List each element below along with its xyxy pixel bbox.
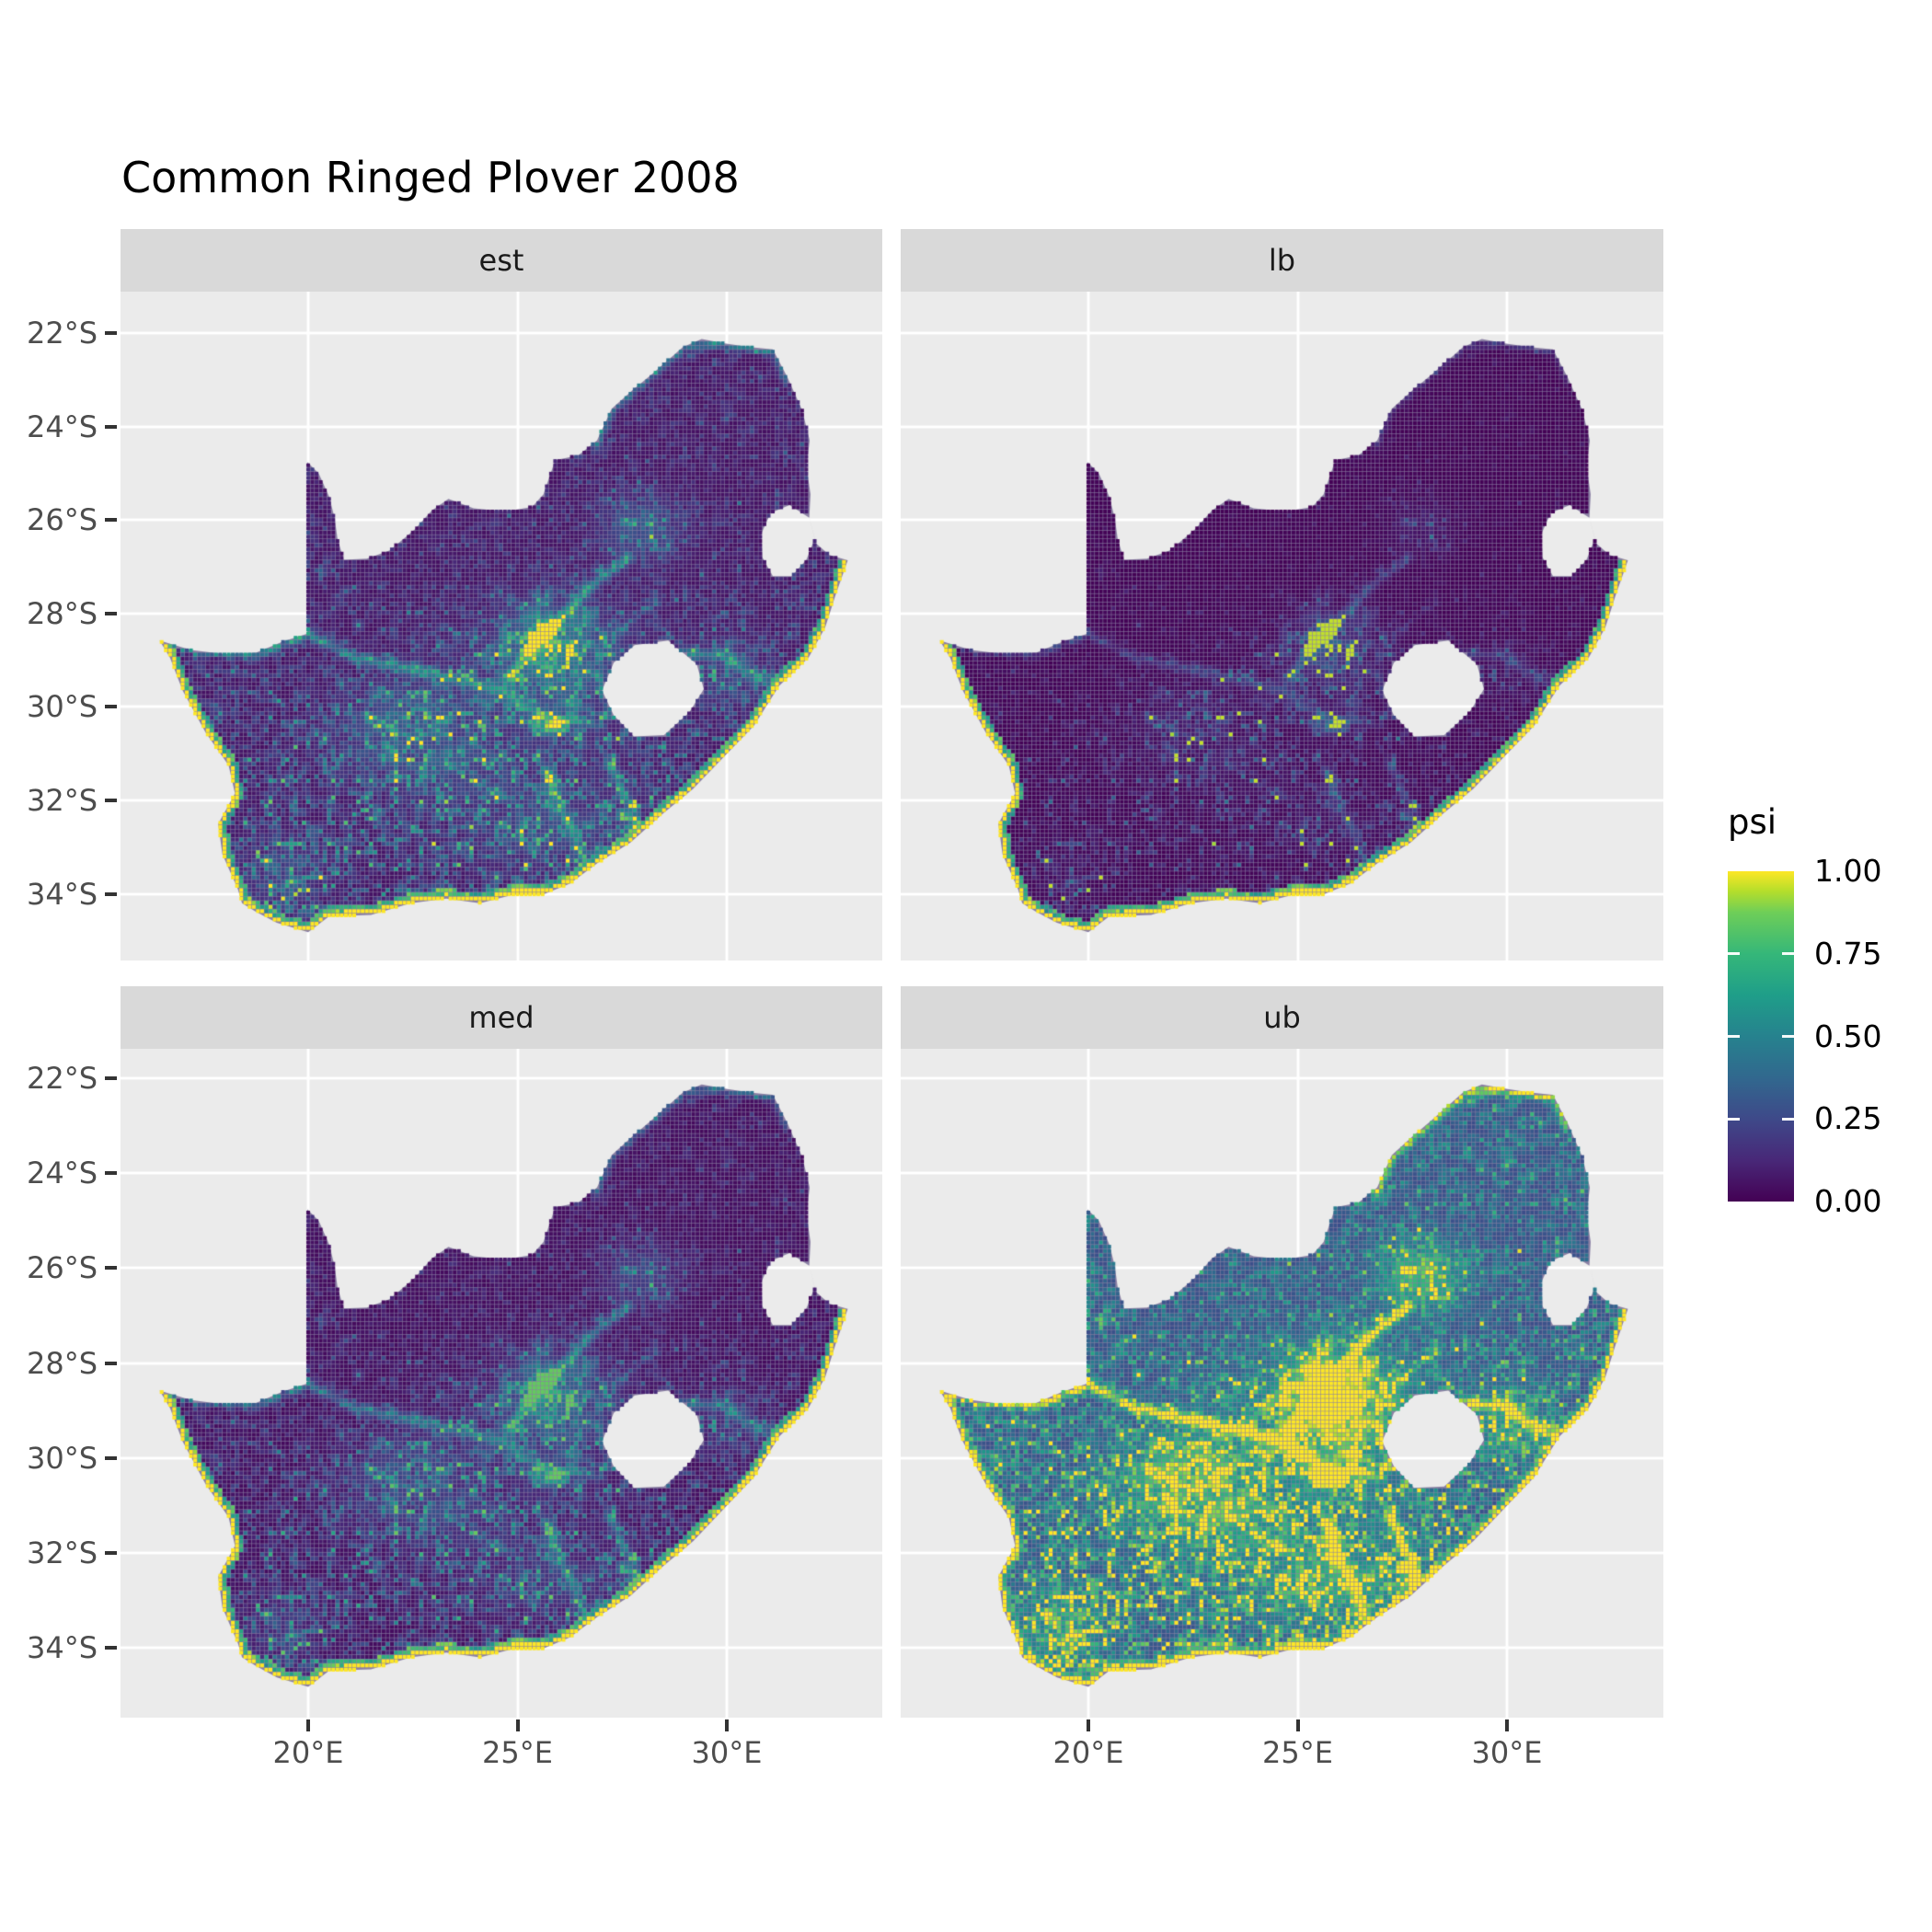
y-tick-mark (105, 705, 117, 709)
x-tick-label: 20°E (272, 1735, 344, 1770)
facet-strip-label-lb: lb (1268, 243, 1296, 278)
y-tick-label: 22°S (26, 316, 98, 351)
legend-tick-mark (1728, 1035, 1740, 1038)
facet-strip-label-est: est (478, 243, 524, 278)
legend-tick-mark (1728, 1117, 1740, 1121)
y-tick-label: 30°S (26, 689, 98, 725)
x-tick-label: 25°E (482, 1735, 553, 1770)
facet-strip-lb: lb (901, 229, 1663, 292)
x-tick-label: 20°E (1052, 1735, 1124, 1770)
legend-tick-label: 0.00 (1814, 1183, 1882, 1219)
x-tick-mark (515, 1719, 520, 1731)
facet-panel-lb (901, 292, 1663, 960)
y-tick-mark (105, 1455, 117, 1460)
facet-strip-ub: ub (901, 986, 1663, 1049)
x-tick-label: 25°E (1262, 1735, 1333, 1770)
y-tick-label: 24°S (26, 1156, 98, 1191)
y-tick-label: 28°S (26, 595, 98, 631)
y-tick-label: 22°S (26, 1061, 98, 1096)
y-tick-label: 26°S (26, 502, 98, 538)
facet-panel-med (121, 1049, 882, 1718)
x-tick-label: 30°E (691, 1735, 763, 1770)
facet-panel-est (121, 292, 882, 960)
legend-tick-mark (1782, 1117, 1794, 1121)
y-tick-mark (105, 1551, 117, 1555)
legend-tick-label: 0.25 (1814, 1100, 1882, 1137)
facet-strip-med: med (121, 986, 882, 1049)
facet-panel-ub (901, 1049, 1663, 1718)
legend-title: psi (1728, 802, 1777, 842)
y-tick-mark (105, 1076, 117, 1080)
y-tick-mark (105, 1646, 117, 1650)
y-tick-mark (105, 1171, 117, 1176)
x-tick-mark (1087, 1719, 1090, 1731)
facet-strip-label-ub: ub (1263, 1000, 1301, 1035)
x-tick-mark (306, 1719, 310, 1731)
y-tick-label: 28°S (26, 1345, 98, 1381)
legend-tick-mark (1728, 952, 1740, 956)
y-tick-mark (105, 1361, 117, 1365)
y-tick-mark (105, 1266, 117, 1271)
y-tick-mark (105, 518, 117, 523)
y-tick-label: 26°S (26, 1250, 98, 1286)
y-tick-mark (105, 799, 117, 802)
y-tick-label: 24°S (26, 408, 98, 444)
y-tick-label: 32°S (26, 1535, 98, 1570)
x-tick-label: 30°E (1471, 1735, 1543, 1770)
legend-tick-label: 0.75 (1814, 935, 1882, 972)
y-tick-label: 34°S (26, 876, 98, 912)
facet-strip-est: est (121, 229, 882, 292)
y-tick-mark (105, 891, 117, 896)
y-tick-mark (105, 424, 117, 429)
y-tick-label: 30°S (26, 1440, 98, 1476)
y-tick-label: 32°S (26, 783, 98, 818)
y-tick-mark (105, 331, 117, 335)
x-tick-mark (1295, 1719, 1300, 1731)
y-tick-label: 34°S (26, 1630, 98, 1666)
x-tick-mark (725, 1719, 729, 1731)
legend-tick-label: 0.50 (1814, 1018, 1882, 1054)
y-tick-mark (105, 611, 117, 615)
legend-tick-mark (1782, 952, 1794, 956)
x-tick-mark (1505, 1719, 1509, 1731)
plot-title: Common Ringed Plover 2008 (121, 153, 740, 202)
facet-strip-label-med: med (468, 1000, 535, 1035)
legend-tick-mark (1782, 1035, 1794, 1038)
legend-tick-label: 1.00 (1814, 853, 1882, 889)
